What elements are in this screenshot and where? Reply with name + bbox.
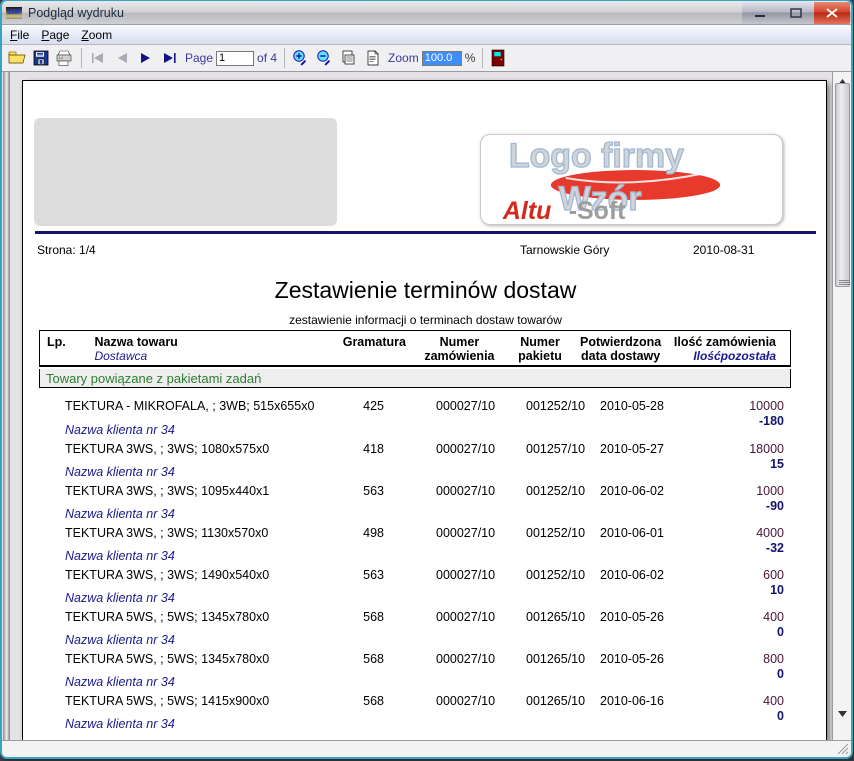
svg-text:-Soft: -Soft <box>569 197 626 225</box>
svg-text:Altu: Altu <box>502 197 551 225</box>
svg-text:Logo firmy: Logo firmy <box>509 137 684 175</box>
